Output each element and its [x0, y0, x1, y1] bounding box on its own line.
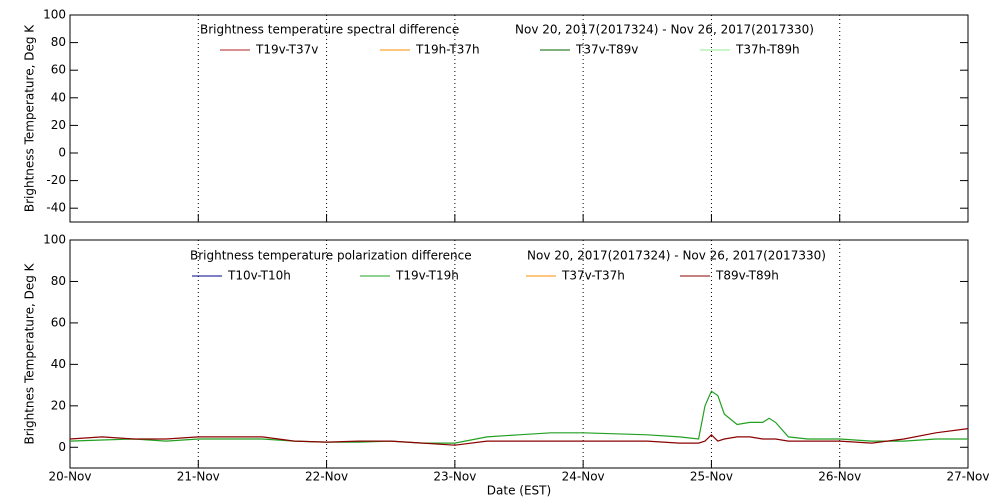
x-tick-label: 26-Nov [818, 470, 861, 484]
legend-label: T10v-T10h [227, 269, 291, 283]
x-tick-label: 22-Nov [305, 470, 348, 484]
y-tick-label: 40 [51, 357, 66, 371]
chart-subtitle: Nov 20, 2017(2017324) - Nov 26, 2017(201… [515, 23, 814, 37]
y-tick-label: 80 [51, 274, 66, 288]
y-tick-label: 80 [51, 35, 66, 49]
y-axis-label: Brightnes Temperature, Deg K [23, 262, 37, 444]
plot-frame [69, 239, 969, 469]
plot-frame [69, 14, 969, 223]
legend-label: T19v-T37v [255, 43, 318, 57]
x-tick-label: 25-Nov [690, 470, 733, 484]
chart-title: Brightness temperature polarization diff… [190, 249, 472, 263]
data-line [69, 428, 969, 446]
chart-subtitle: Nov 20, 2017(2017324) - Nov 26, 2017(201… [527, 249, 826, 263]
x-tick-label: 24-Nov [562, 470, 605, 484]
y-tick-label: -20 [46, 173, 66, 187]
data-line [69, 390, 968, 444]
chart-title: Brightness temperature spectral differen… [200, 23, 459, 37]
y-tick-label: -40 [46, 201, 66, 215]
y-tick-label: 0 [58, 440, 66, 454]
x-axis-label: Date (EST) [487, 484, 551, 498]
legend-label: T89v-T89h [715, 269, 779, 283]
x-tick-label: 20-Nov [48, 470, 91, 484]
x-tick-label: 21-Nov [177, 470, 220, 484]
y-tick-label: 100 [43, 8, 66, 22]
legend-label: T37v-T89v [575, 43, 638, 57]
y-tick-label: 0 [58, 146, 66, 160]
y-axis-label: Brightness Temperature, Deg K [23, 24, 37, 212]
y-tick-label: 60 [51, 315, 66, 329]
y-tick-label: 20 [51, 398, 66, 412]
legend-label: T37v-T37h [561, 269, 625, 283]
y-tick-label: 40 [51, 90, 66, 104]
legend-label: T19v-T19h [395, 269, 459, 283]
legend-label: T37h-T89h [735, 43, 800, 57]
y-tick-label: 20 [51, 118, 66, 132]
y-tick-label: 100 [43, 233, 66, 247]
x-tick-label: 23-Nov [433, 470, 476, 484]
x-tick-label: 27-Nov [946, 470, 989, 484]
legend-label: T19h-T37h [415, 43, 480, 57]
y-tick-label: 60 [51, 63, 66, 77]
